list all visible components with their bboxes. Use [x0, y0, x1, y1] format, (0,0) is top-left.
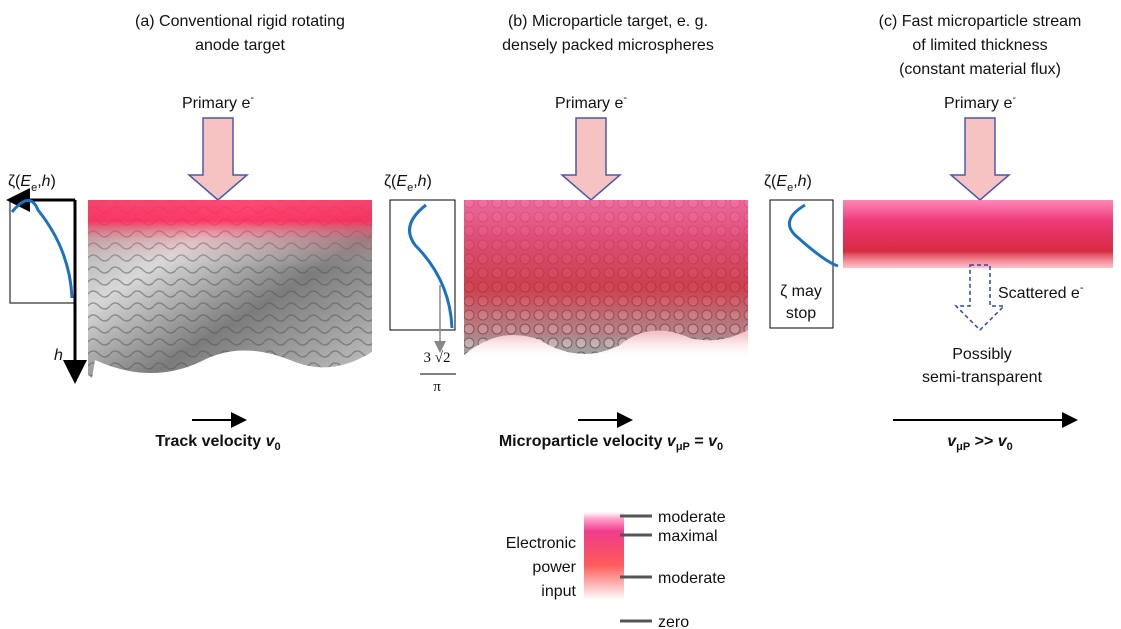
- fraction-numerator: 3 √2: [424, 350, 451, 366]
- text-part: e: [787, 182, 793, 194]
- text-part: E: [396, 173, 407, 190]
- text-part: h: [418, 173, 427, 190]
- legend: Electronic power input moderate maximal …: [506, 509, 726, 629]
- text-part: E: [20, 173, 31, 190]
- legend-title: power: [532, 559, 576, 576]
- zeta-label: ζ(Ee,h): [384, 173, 432, 194]
- profile-box: [389, 199, 456, 331]
- legend-level: moderate: [658, 509, 726, 526]
- panel-title: (b) Microparticle target, e. g.: [508, 13, 708, 30]
- text-part: -: [1012, 92, 1016, 104]
- text-part: ζ(: [764, 173, 777, 190]
- text-part: 0: [1007, 441, 1013, 453]
- zeta-note: ζ may: [780, 283, 822, 300]
- text-part: ζ(: [8, 173, 21, 190]
- text-part: h: [798, 173, 807, 190]
- text-part: v: [947, 433, 957, 450]
- legend-level: maximal: [658, 528, 718, 545]
- text-part: ,: [413, 173, 417, 190]
- velocity-label: Microparticle velocity vμP = v0: [499, 433, 723, 453]
- text-part: μP: [676, 441, 690, 453]
- transmission-note: Possibly: [952, 346, 1012, 363]
- text-part: v: [266, 433, 276, 450]
- text-part: ): [51, 173, 56, 190]
- legend-title: input: [541, 583, 576, 600]
- beam-arrow: [186, 117, 250, 201]
- power-overlay: [88, 200, 372, 375]
- beam-arrow: [559, 117, 623, 201]
- panel-title: (a) Conventional rigid rotating: [135, 13, 345, 30]
- text-part: ): [427, 173, 432, 190]
- fraction-denominator: π: [433, 379, 441, 395]
- text-part: ζ(: [384, 173, 397, 190]
- scatter-arrow: [954, 264, 1006, 332]
- text-part: Microparticle velocity: [499, 433, 667, 450]
- panel-title: anode target: [195, 37, 285, 54]
- text-part: -: [623, 92, 627, 104]
- text-part: v: [708, 433, 718, 450]
- legend-level: zero: [658, 614, 689, 629]
- text-part: μP: [956, 441, 970, 453]
- zeta-note: stop: [786, 305, 816, 322]
- panel-title: densely packed microspheres: [502, 37, 714, 54]
- zeta-label: ζ(Ee,h): [8, 173, 56, 194]
- particle-stream: [843, 200, 1113, 268]
- text-part: E: [776, 173, 787, 190]
- text-part: ): [807, 173, 812, 190]
- velocity-label: Track velocity v0: [155, 433, 280, 453]
- text-part: e: [407, 182, 413, 194]
- text-part: e: [31, 182, 37, 194]
- text-part: h: [42, 173, 51, 190]
- panel-c: (c) Fast microparticle stream of limited…: [764, 13, 1113, 453]
- text-part: Primary e: [182, 95, 251, 112]
- text-part: 0: [275, 441, 281, 453]
- panel-a: (a) Conventional rigid rotating anode ta…: [6, 13, 372, 453]
- scattered-label: Scattered e-: [998, 282, 1084, 302]
- text-part: v: [998, 433, 1008, 450]
- text-part: Track velocity: [155, 433, 265, 450]
- text-part: -: [250, 92, 254, 104]
- beam-label: Primary e-: [555, 92, 627, 112]
- text-part: =: [690, 433, 708, 450]
- beam-label: Primary e-: [944, 92, 1016, 112]
- text-part: Scattered e: [998, 285, 1080, 302]
- panel-title: (c) Fast microparticle stream: [879, 13, 1082, 30]
- panel-title: of limited thickness: [912, 37, 1047, 54]
- panel-title: (constant material flux): [899, 61, 1061, 78]
- zeta-curve: [408, 203, 454, 329]
- text-part: v: [667, 433, 677, 450]
- text-part: 0: [717, 441, 723, 453]
- beam-label: Primary e-: [182, 92, 254, 112]
- zeta-curve: [787, 203, 839, 268]
- text-part: Primary e: [555, 95, 624, 112]
- axis-label: h: [54, 347, 63, 364]
- velocity-label: vμP >> v0: [947, 433, 1013, 453]
- beam-arrow: [948, 117, 1012, 201]
- zeta-label: ζ(Ee,h): [764, 173, 812, 194]
- text-part: -: [1080, 282, 1084, 294]
- transmission-note: semi-transparent: [922, 369, 1043, 386]
- zeta-curve: [10, 199, 74, 299]
- legend-level: moderate: [658, 570, 726, 587]
- legend-gradient: [584, 512, 624, 600]
- text-part: ,: [37, 173, 41, 190]
- text-part: >>: [970, 433, 998, 450]
- text-part: ,: [793, 173, 797, 190]
- text-part: Primary e: [944, 95, 1013, 112]
- legend-title: Electronic: [506, 535, 576, 552]
- power-overlay: [464, 200, 748, 360]
- panel-b: (b) Microparticle target, e. g. densely …: [384, 13, 748, 453]
